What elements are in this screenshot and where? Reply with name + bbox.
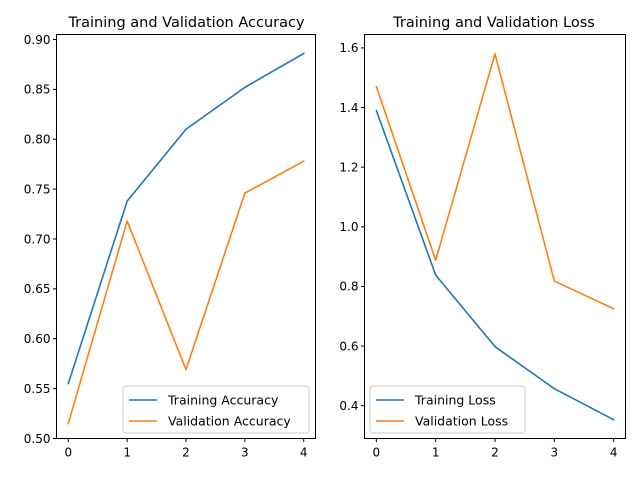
loss-chart-frame: [364, 34, 626, 439]
loss-chart-title: Training and Validation Loss: [392, 15, 595, 31]
accuracy-ytick-label: 0.80: [24, 133, 51, 147]
loss-legend-box: [369, 385, 526, 434]
loss-chart-axes: 0.4 0.6 0.8 1.0 1.2 1.4 1.6 0 1 2 3 4: [339, 41, 617, 459]
accuracy-xtick-label: 3: [241, 446, 249, 460]
validation-accuracy-line: [67, 160, 305, 425]
validation-loss-legend-label: Validation Loss: [415, 414, 508, 429]
accuracy-ytick-label: 0.85: [24, 83, 51, 97]
accuracy-ytick-label: 0.65: [24, 282, 51, 296]
accuracy-ytick-label: 0.50: [24, 432, 51, 446]
loss-ytick-label: 1.0: [339, 220, 358, 234]
loss-xtick-label: 0: [373, 446, 381, 460]
accuracy-chart-legend: Training Accuracy Validation Accuracy: [122, 385, 310, 434]
loss-ytick-label: 0.8: [339, 280, 358, 294]
accuracy-xtick-label: 0: [64, 446, 72, 460]
accuracy-xtick-label: 4: [300, 446, 308, 460]
training-loss-line: [375, 109, 615, 421]
validation-accuracy-legend-label: Validation Accuracy: [168, 414, 291, 429]
accuracy-chart-frame: [56, 34, 316, 439]
loss-xtick-label: 2: [491, 446, 499, 460]
loss-ytick-label: 1.2: [339, 160, 358, 174]
validation-loss-line: [375, 53, 615, 310]
loss-chart: Training and Validation Loss 0.4 0.6 0.8 1.…: [339, 15, 626, 460]
accuracy-xtick-label: 2: [182, 446, 190, 460]
training-accuracy-line: [67, 52, 305, 385]
accuracy-legend-box: [122, 385, 310, 434]
accuracy-ytick-label: 0.90: [24, 33, 51, 47]
accuracy-chart: Training and Validation Accuracy 0.500.5…: [24, 15, 316, 460]
loss-ytick-label: 1.4: [339, 101, 358, 115]
accuracy-ytick-label: 0.55: [24, 382, 51, 396]
loss-chart-legend: Training Loss Validation Loss: [369, 385, 526, 434]
accuracy-ytick-label: 0.70: [24, 232, 51, 246]
accuracy-chart-series: [67, 52, 305, 425]
loss-xtick-label: 4: [610, 446, 618, 460]
loss-chart-series: [375, 53, 615, 421]
loss-ytick-label: 1.6: [339, 41, 358, 55]
accuracy-chart-title: Training and Validation Accuracy: [67, 15, 305, 31]
training-accuracy-legend-label: Training Accuracy: [167, 393, 279, 408]
loss-xtick-label: 3: [550, 446, 558, 460]
loss-ytick-label: 0.4: [339, 399, 358, 413]
training-loss-legend-label: Training Loss: [414, 393, 496, 408]
accuracy-ytick-label: 0.60: [24, 332, 51, 346]
loss-xtick-label: 1: [432, 446, 440, 460]
accuracy-chart-axes: 0.50 0.55 0.60 0.65 0.70 0.75 0.80 0.85 0.90 0 1 2 3…: [24, 33, 308, 460]
loss-ytick-label: 0.6: [339, 339, 358, 353]
accuracy-ytick-label: 0.75: [24, 182, 51, 196]
accuracy-xtick-label: 1: [123, 446, 131, 460]
